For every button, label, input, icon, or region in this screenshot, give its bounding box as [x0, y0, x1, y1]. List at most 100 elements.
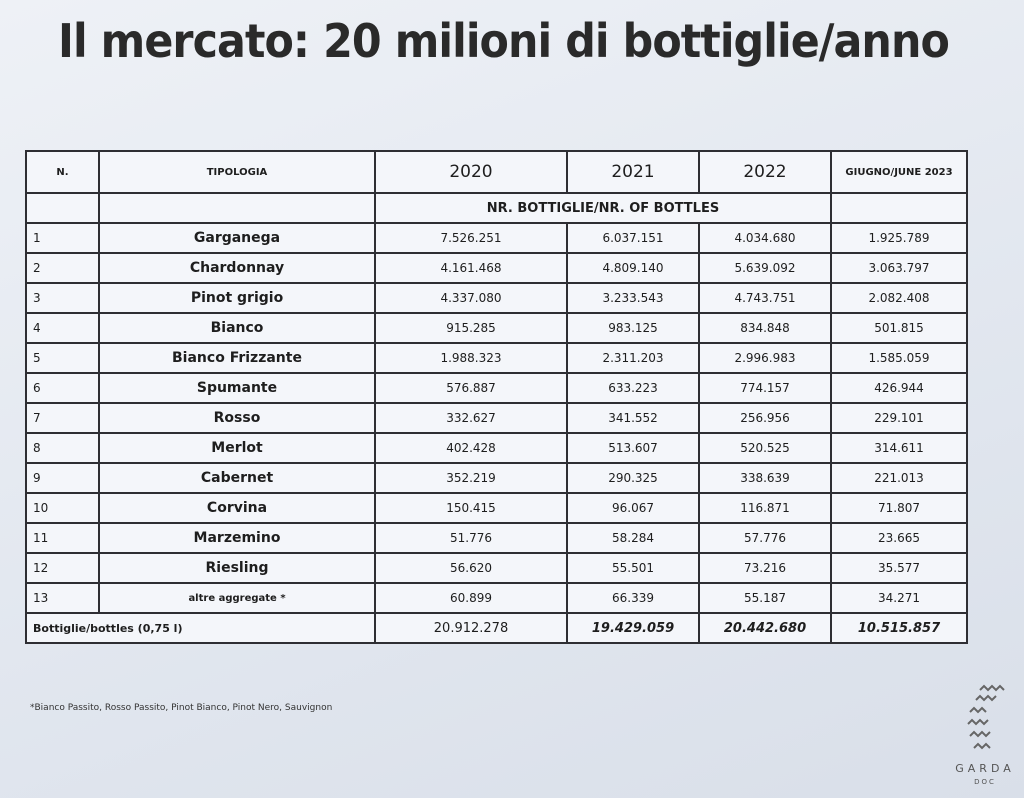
logo-name: GARDA: [955, 762, 1015, 775]
number-cell: 12: [25, 552, 100, 584]
header-row: N. TIPOLOGIA 2020 2021 2022 GIUGNO/JUNE 2023: [25, 150, 968, 194]
type-cell: Pinot grigio: [98, 282, 376, 314]
data-row: 3 Pinot grigio 4.337.080 3.233.543 4.743.751…: [25, 282, 968, 314]
header-cell: 2022: [698, 150, 832, 194]
data-row: 6 Spumante 576.887 633.223 774.157 426.944: [25, 372, 968, 404]
value-cell: 57.776: [698, 522, 832, 554]
value-cell: 116.871: [698, 492, 832, 524]
value-cell: 229.101: [830, 402, 968, 434]
value-cell: 338.639: [698, 462, 832, 494]
value-cell: 426.944: [830, 372, 968, 404]
value-cell: 221.013: [830, 462, 968, 494]
empty-cell: [830, 192, 968, 224]
value-cell: 576.887: [374, 372, 568, 404]
header-cell: 2020: [374, 150, 568, 194]
empty-cell: [98, 192, 376, 224]
value-cell: 71.807: [830, 492, 968, 524]
type-cell: altre aggregate *: [98, 582, 376, 614]
value-cell: 35.577: [830, 552, 968, 584]
value-cell: 7.526.251: [374, 222, 568, 254]
value-cell: 1.585.059: [830, 342, 968, 374]
number-cell: 7: [25, 402, 100, 434]
number-cell: 11: [25, 522, 100, 554]
value-cell: 56.620: [374, 552, 568, 584]
type-cell: Merlot: [98, 432, 376, 464]
value-cell: 58.284: [566, 522, 700, 554]
total-label: Bottiglie/bottles (0,75 l): [25, 612, 376, 644]
type-cell: Corvina: [98, 492, 376, 524]
value-cell: 915.285: [374, 312, 568, 344]
value-cell: 501.815: [830, 312, 968, 344]
number-cell: 6: [25, 372, 100, 404]
data-row: 7 Rosso 332.627 341.552 256.956 229.101: [25, 402, 968, 434]
value-cell: 341.552: [566, 402, 700, 434]
slide-title: Il mercato: 20 milioni di bottiglie/anno: [58, 14, 950, 68]
value-cell: 150.415: [374, 492, 568, 524]
type-cell: Garganega: [98, 222, 376, 254]
value-cell: 774.157: [698, 372, 832, 404]
value-cell: 633.223: [566, 372, 700, 404]
data-row: 8 Merlot 402.428 513.607 520.525 314.611: [25, 432, 968, 464]
logo-waves: [967, 684, 1005, 750]
value-cell: 256.956: [698, 402, 832, 434]
type-cell: Bianco: [98, 312, 376, 344]
number-cell: 1: [25, 222, 100, 254]
data-table: N. TIPOLOGIA 2020 2021 2022 GIUGNO/JUNE 2023 N…: [25, 150, 968, 644]
data-row: 11 Marzemino 51.776 58.284 57.776 23.665: [25, 522, 968, 554]
header-cell: 2021: [566, 150, 700, 194]
value-cell: 314.611: [830, 432, 968, 464]
subheader-row: NR. BOTTIGLIE/NR. OF BOTTLES: [25, 192, 968, 224]
value-cell: 2.996.983: [698, 342, 832, 374]
value-cell: 4.161.468: [374, 252, 568, 284]
subheader-cell: NR. BOTTIGLIE/NR. OF BOTTLES: [374, 192, 832, 224]
table-body: N. TIPOLOGIA 2020 2021 2022 GIUGNO/JUNE 2023 N…: [25, 150, 968, 644]
header-cell: TIPOLOGIA: [98, 150, 376, 194]
type-cell: Chardonnay: [98, 252, 376, 284]
value-cell: 520.525: [698, 432, 832, 464]
value-cell: 2.082.408: [830, 282, 968, 314]
value-cell: 3.063.797: [830, 252, 968, 284]
total-row: Bottiglie/bottles (0,75 l) 20.912.278 19.4…: [25, 612, 968, 644]
value-cell: 352.219: [374, 462, 568, 494]
number-cell: 9: [25, 462, 100, 494]
value-cell: 34.271: [830, 582, 968, 614]
value-cell: 5.639.092: [698, 252, 832, 284]
type-cell: Marzemino: [98, 522, 376, 554]
value-cell: 3.233.543: [566, 282, 700, 314]
logo-sub: DOC: [974, 778, 996, 786]
empty-cell: [25, 192, 100, 224]
value-cell: 96.067: [566, 492, 700, 524]
value-cell: 402.428: [374, 432, 568, 464]
data-row: 5 Bianco Frizzante 1.988.323 2.311.203 2.996…: [25, 342, 968, 374]
number-cell: 5: [25, 342, 100, 374]
data-row: 10 Corvina 150.415 96.067 116.871 71.807: [25, 492, 968, 524]
number-cell: 8: [25, 432, 100, 464]
data-row: 12 Riesling 56.620 55.501 73.216 35.577: [25, 552, 968, 584]
value-cell: 4.743.751: [698, 282, 832, 314]
value-cell: 2.311.203: [566, 342, 700, 374]
number-cell: 2: [25, 252, 100, 284]
value-cell: 834.848: [698, 312, 832, 344]
number-cell: 13: [25, 582, 100, 614]
number-cell: 4: [25, 312, 100, 344]
type-cell: Cabernet: [98, 462, 376, 494]
value-cell: 983.125: [566, 312, 700, 344]
value-cell: 23.665: [830, 522, 968, 554]
total-cell: 20.442.680: [698, 612, 832, 644]
header-cell: N.: [25, 150, 100, 194]
value-cell: 55.501: [566, 552, 700, 584]
logo: GARDA DOC: [950, 670, 1020, 790]
number-cell: 10: [25, 492, 100, 524]
value-cell: 1.925.789: [830, 222, 968, 254]
value-cell: 1.988.323: [374, 342, 568, 374]
type-cell: Spumante: [98, 372, 376, 404]
value-cell: 4.337.080: [374, 282, 568, 314]
value-cell: 66.339: [566, 582, 700, 614]
footnote: *Bianco Passito, Rosso Passito, Pinot Bi…: [30, 703, 333, 713]
data-row: 1 Garganega 7.526.251 6.037.151 4.034.680 1.9…: [25, 222, 968, 254]
value-cell: 55.187: [698, 582, 832, 614]
type-cell: Bianco Frizzante: [98, 342, 376, 374]
data-row: 9 Cabernet 352.219 290.325 338.639 221.013: [25, 462, 968, 494]
value-cell: 73.216: [698, 552, 832, 584]
value-cell: 290.325: [566, 462, 700, 494]
